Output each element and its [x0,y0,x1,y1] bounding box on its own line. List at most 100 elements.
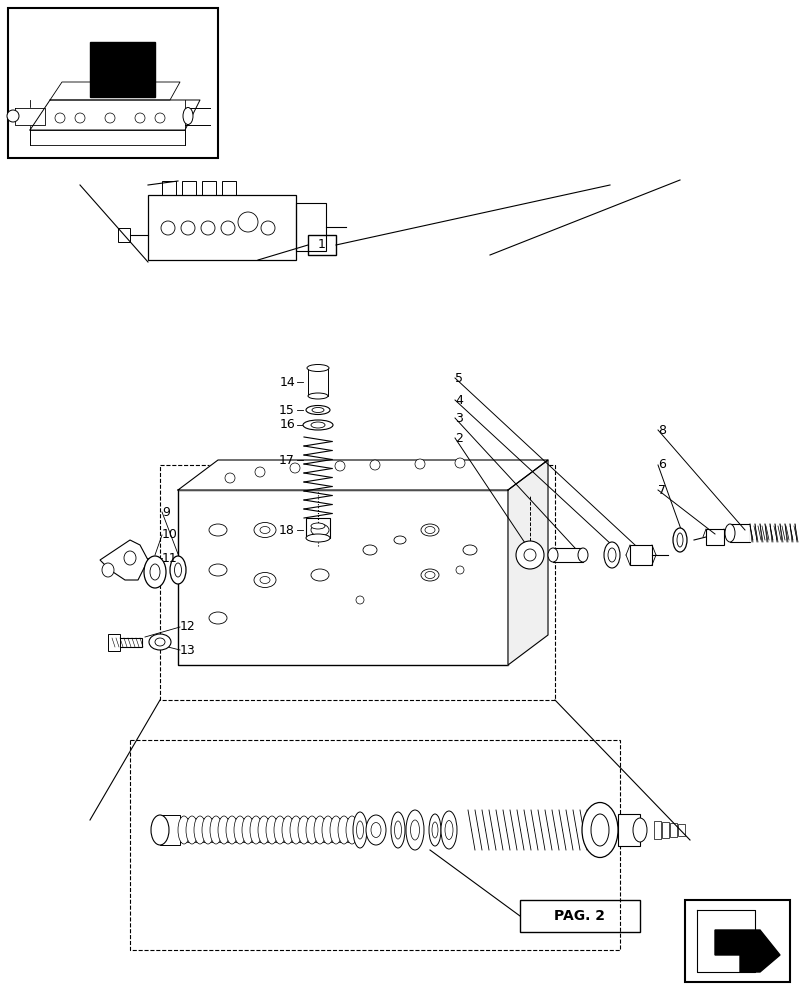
Text: 12: 12 [180,620,195,634]
Text: 6: 6 [657,458,665,472]
Bar [118,228,130,242]
Ellipse shape [254,572,276,587]
Ellipse shape [420,524,439,536]
Bar [307,235,336,255]
Bar [306,518,329,538]
Ellipse shape [420,569,439,581]
Circle shape [290,463,299,473]
Ellipse shape [440,811,457,849]
Ellipse shape [391,812,405,848]
Circle shape [225,473,234,483]
Circle shape [523,549,535,561]
Ellipse shape [371,822,380,837]
Ellipse shape [345,816,358,844]
Text: 18: 18 [279,524,294,536]
Bar [112,638,142,647]
Bar [160,465,554,700]
Circle shape [370,460,380,470]
Ellipse shape [202,816,214,844]
Ellipse shape [424,572,435,578]
Ellipse shape [314,816,325,844]
Circle shape [260,221,275,235]
Bar [296,203,325,251]
Ellipse shape [724,524,734,542]
Ellipse shape [410,820,419,840]
Polygon shape [508,460,547,665]
Text: 9: 9 [162,506,169,518]
Circle shape [75,113,85,123]
Ellipse shape [266,816,277,844]
Ellipse shape [260,576,270,584]
Ellipse shape [178,816,190,844]
Ellipse shape [250,816,262,844]
Ellipse shape [322,816,333,844]
Ellipse shape [329,816,341,844]
Ellipse shape [311,523,324,529]
Bar [108,634,120,651]
Ellipse shape [607,548,616,562]
Ellipse shape [290,816,302,844]
Text: PAG. 2: PAG. 2 [554,909,605,923]
Text: 15: 15 [279,403,294,416]
Bar [307,368,328,396]
Circle shape [7,110,19,122]
Ellipse shape [311,408,324,412]
Ellipse shape [356,821,363,839]
Bar [519,900,639,932]
Ellipse shape [394,821,401,839]
Ellipse shape [182,108,193,125]
Ellipse shape [208,524,227,536]
Ellipse shape [547,548,557,562]
Ellipse shape [169,556,186,584]
Text: 4: 4 [454,393,462,406]
Polygon shape [178,460,547,490]
Text: 1: 1 [318,238,325,251]
Polygon shape [696,910,754,972]
Ellipse shape [306,534,329,542]
Ellipse shape [194,816,206,844]
Polygon shape [714,930,779,972]
Text: 8: 8 [657,424,665,436]
Polygon shape [50,82,180,100]
Ellipse shape [424,526,435,534]
Ellipse shape [217,816,230,844]
Ellipse shape [148,634,171,650]
Bar [8,8,217,158]
Text: 3: 3 [454,412,462,424]
Ellipse shape [273,816,285,844]
Bar [729,524,749,542]
Ellipse shape [260,526,270,534]
Ellipse shape [281,816,294,844]
Polygon shape [30,130,185,145]
Ellipse shape [393,536,406,544]
Ellipse shape [444,820,453,839]
Ellipse shape [307,364,328,371]
Ellipse shape [174,563,182,577]
Ellipse shape [186,816,198,844]
Ellipse shape [258,816,270,844]
Text: 16: 16 [279,418,294,432]
Ellipse shape [150,564,160,580]
Ellipse shape [144,556,165,588]
Circle shape [238,212,258,232]
Ellipse shape [234,816,246,844]
Ellipse shape [428,814,440,846]
Ellipse shape [124,551,135,565]
Text: 10: 10 [162,528,178,542]
Circle shape [105,113,115,123]
Ellipse shape [462,545,476,555]
Bar [148,195,296,260]
Ellipse shape [151,815,169,845]
Circle shape [155,113,165,123]
Circle shape [456,566,463,574]
Ellipse shape [431,822,437,838]
Text: 11: 11 [162,552,178,564]
Bar [661,822,668,838]
Ellipse shape [311,422,324,428]
Ellipse shape [590,814,608,846]
Polygon shape [15,108,45,125]
Ellipse shape [303,420,333,430]
Bar [162,181,176,195]
Circle shape [161,221,175,235]
Ellipse shape [242,816,254,844]
